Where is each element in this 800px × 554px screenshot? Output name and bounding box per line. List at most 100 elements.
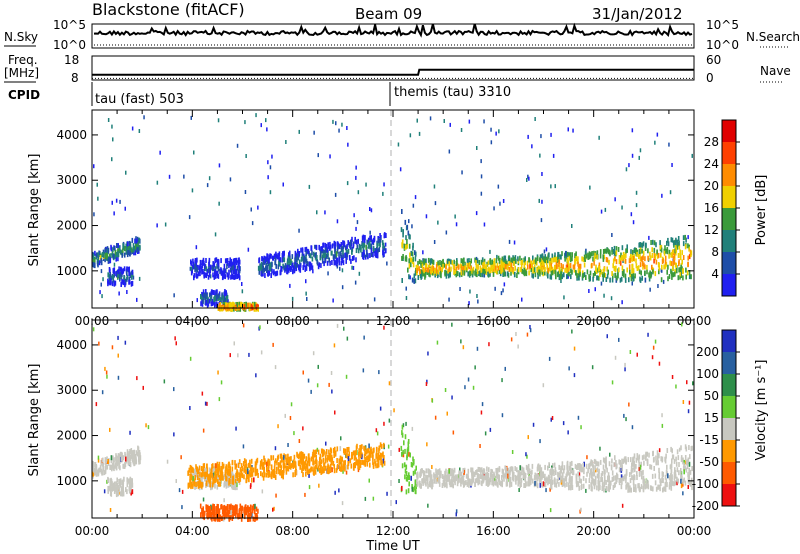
echo-cell [263,458,266,464]
echo-cell [672,256,675,262]
echo-cell [324,252,326,258]
echo-cell [273,473,276,479]
echo-cell [114,249,117,255]
echo-cell [405,471,408,476]
echo-cell [559,475,562,481]
echo-cell [239,514,241,520]
echo-cell [238,259,241,265]
echo-cell [277,254,279,260]
echo-cell [124,463,126,469]
echo-cell [250,458,253,464]
echo-cell [557,255,559,261]
echo-cell [331,467,333,473]
echo-cell [310,456,313,462]
scatter-echo [229,177,232,182]
scatter-echo [375,428,378,433]
echo-cell [288,267,290,273]
echo-cell [668,249,671,255]
echo-cell [593,481,596,487]
echo-cell [465,473,468,479]
echo-cell [603,272,605,278]
scatter-echo [577,415,580,420]
echo-cell [521,268,523,274]
echo-cell [420,269,423,275]
echo-cell [576,465,578,470]
echo-cell [662,471,664,477]
scatter-echo [398,447,400,452]
echo-cell [372,454,374,460]
scatter-echo [464,385,466,390]
scatter-echo [156,180,159,185]
echo-cell [544,258,546,264]
echo-cell [408,258,410,264]
scatter-echo [472,385,475,390]
echo-cell [231,460,234,466]
echo-cell [355,248,358,253]
echo-cell [568,252,570,258]
echo-cell [342,240,344,246]
echo-cell [671,252,673,257]
scatter-echo [600,281,603,286]
echo-cell [514,474,517,480]
echo-cell [670,485,673,491]
echo-cell [619,277,622,283]
echo-cell [585,253,588,259]
echo-cell [235,512,237,518]
echo-cell [341,245,343,251]
scatter-echo [106,479,108,484]
echo-cell [609,277,611,283]
echo-cell [315,454,317,460]
echo-cell [223,480,226,486]
echo-cell [199,271,201,277]
scatter-echo [591,365,594,370]
echo-cell [363,453,366,459]
echo-cell [448,267,450,272]
scatter-echo [651,355,654,360]
echo-cell [107,278,109,284]
echo-cell [230,510,232,516]
echo-cell [234,508,237,513]
echo-cell [217,464,219,469]
echo-cell [460,258,463,264]
echo-cell [651,264,653,270]
echo-cell [487,472,490,478]
echo-cell [285,466,288,472]
scatter-echo [589,185,591,190]
echo-cell [235,257,237,263]
echo-cell [227,468,230,474]
echo-cell [559,267,561,273]
echo-cell [137,446,140,452]
echo-cell [631,263,633,269]
echo-cell [260,471,262,477]
echo-cell [216,263,218,269]
scatter-echo [330,371,333,375]
scatter-echo [335,121,337,126]
echo-cell [107,247,110,253]
scatter-echo [376,431,379,436]
echo-cell [110,253,112,259]
echo-cell [682,268,684,274]
echo-cell [681,475,683,481]
echo-cell [624,474,626,480]
echo-cell [295,470,297,475]
echo-cell [652,239,654,245]
echo-cell [529,263,531,269]
echo-cell [559,254,561,260]
echo-cell [280,465,282,471]
echo-cell [130,247,133,253]
echo-cell [276,270,279,276]
echo-cell [487,271,489,277]
echo-cell [438,468,441,474]
echo-cell [217,504,219,509]
scatter-echo [218,201,220,206]
echo-cell [239,476,242,482]
echo-cell [658,474,660,480]
scatter-echo [119,199,121,204]
echo-cell [333,468,336,474]
scatter-echo [242,323,245,328]
echo-cell [201,508,203,514]
echo-cell [408,233,410,239]
scatter-echo [236,143,239,148]
echo-cell [517,267,520,273]
echo-cell [678,244,681,250]
